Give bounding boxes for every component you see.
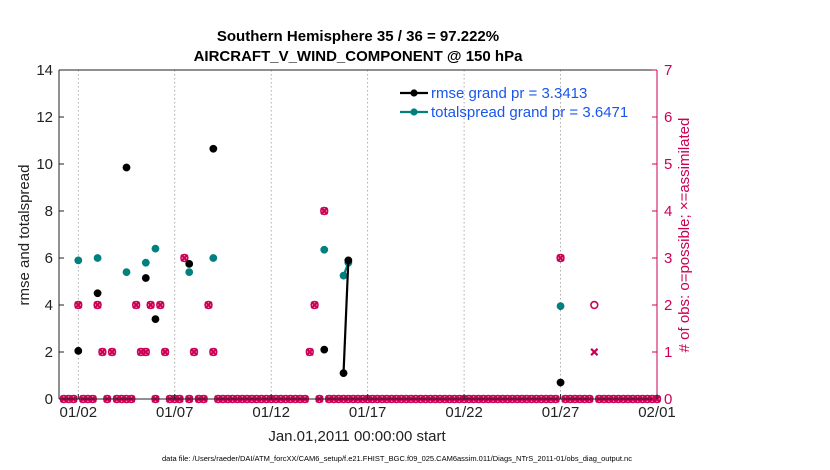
legend-marker-totalspread xyxy=(410,108,418,116)
obs-assimilated-marker xyxy=(180,254,189,262)
totalspread-point xyxy=(141,258,150,267)
obs-assimilated-marker xyxy=(98,348,107,356)
obs-possible-marker xyxy=(93,300,102,310)
obs-assimilated-marker xyxy=(108,348,117,356)
obs-possible-marker xyxy=(180,253,189,263)
legend-label-rmse: rmse grand pr = 3.3413 xyxy=(431,85,587,102)
rmse-point xyxy=(74,346,83,355)
obs-possible-marker xyxy=(209,347,218,357)
rmse-point xyxy=(141,274,150,282)
obs-possible-marker xyxy=(146,300,155,310)
obs-assimilated-marker xyxy=(132,301,141,309)
totalspread-point xyxy=(122,268,131,276)
totalspread-point xyxy=(151,244,160,253)
rmse-point xyxy=(93,289,102,298)
legend-label-totalspread: totalspread grand pr = 3.6471 xyxy=(431,104,628,121)
rmse-point xyxy=(122,163,131,172)
rmse-point xyxy=(339,369,348,378)
obs-possible-marker xyxy=(305,347,314,357)
obs-possible-marker xyxy=(160,347,170,357)
obs-assimilated-marker xyxy=(161,348,170,356)
y-tick-label: 2 xyxy=(45,344,53,361)
obs-assimilated-marker xyxy=(146,301,155,309)
rmse-point xyxy=(151,315,160,323)
rmse-point xyxy=(344,256,353,265)
obs-possible-marker xyxy=(204,300,213,310)
chart-title: Southern Hemisphere 35 / 36 = 97.222% xyxy=(217,28,499,45)
obs-possible-marker xyxy=(310,300,319,310)
obs-possible-marker xyxy=(189,347,199,357)
y-tick-label: 8 xyxy=(45,203,53,220)
obs-assimilated-marker xyxy=(141,348,150,356)
plot-area xyxy=(59,70,657,399)
obs-possible-marker xyxy=(74,300,83,310)
totalspread-point xyxy=(74,256,83,265)
rmse-point xyxy=(209,144,218,153)
y2-axis-label: # of obs: o=possible; ×=assimilated xyxy=(676,118,693,353)
x-tick-label: 01/02 xyxy=(60,404,98,421)
rmse-point xyxy=(556,378,565,387)
y-tick-label: 6 xyxy=(45,250,53,267)
y2-tick-label: 0 xyxy=(664,391,672,408)
obs-possible-marker xyxy=(131,300,141,310)
x-tick-label: 01/17 xyxy=(349,404,387,421)
totalspread-point xyxy=(209,254,218,262)
totalspread-point xyxy=(93,254,102,262)
y-axis-label: rmse and totalspread xyxy=(16,165,33,306)
obs-possible-marker xyxy=(556,253,565,263)
obs-assimilated-marker xyxy=(204,301,213,309)
x-tick-label: 01/12 xyxy=(252,404,290,421)
obs-assimilated-marker xyxy=(556,254,565,262)
totalspread-point xyxy=(556,302,565,311)
totalspread-point xyxy=(320,245,329,254)
legend: rmse grand pr = 3.3413 totalspread grand … xyxy=(400,85,628,121)
y2-tick-label: 5 xyxy=(664,156,672,173)
obs-possible-marker xyxy=(590,300,599,310)
x-tick-label: 01/07 xyxy=(156,404,194,421)
rmse-line xyxy=(342,260,350,374)
y-tick-label: 10 xyxy=(36,156,53,173)
legend-marker-rmse xyxy=(410,89,418,97)
obs-possible-marker xyxy=(107,347,117,357)
footnote: data file: /Users/raeder/DAI/ATM_forcXX/… xyxy=(162,454,632,463)
obs-assimilated-marker xyxy=(74,301,83,309)
y2-tick-label: 3 xyxy=(664,250,672,267)
obs-assimilated-marker xyxy=(590,348,599,356)
x-axis-label: Jan.01,2011 00:00:00 start xyxy=(268,428,446,445)
x-tick-label: 01/27 xyxy=(542,404,580,421)
obs-possible-marker xyxy=(98,347,107,357)
y-tick-label: 14 xyxy=(36,62,53,79)
y2-tick-label: 1 xyxy=(664,344,672,361)
totalspread-point xyxy=(339,271,348,280)
y-tick-label: 0 xyxy=(45,391,53,408)
rmse-point xyxy=(320,345,329,354)
obs-assimilated-marker xyxy=(209,348,218,356)
y-tick-label: 4 xyxy=(45,297,53,314)
obs-assimilated-marker xyxy=(190,348,199,356)
rmse-point xyxy=(185,259,194,268)
obs-possible-marker xyxy=(320,206,329,216)
obs-assimilated-marker xyxy=(320,207,329,215)
totalspread-point xyxy=(185,268,194,276)
obs-assimilated-marker xyxy=(93,301,102,309)
y2-tick-label: 4 xyxy=(664,203,672,220)
x-tick-label: 02/01 xyxy=(638,404,676,421)
x-tick-label: 01/22 xyxy=(445,404,483,421)
y2-tick-label: 2 xyxy=(664,297,672,314)
obs-assimilated-marker xyxy=(310,301,319,309)
obs-possible-marker xyxy=(156,300,165,310)
y-tick-label: 12 xyxy=(36,109,53,126)
y2-tick-label: 6 xyxy=(664,109,672,126)
obs-assimilated-marker xyxy=(156,301,165,309)
obs-assimilated-marker xyxy=(305,348,314,356)
chart-subtitle: AIRCRAFT_V_WIND_COMPONENT @ 150 hPa xyxy=(194,48,524,65)
y2-tick-label: 7 xyxy=(664,62,672,79)
